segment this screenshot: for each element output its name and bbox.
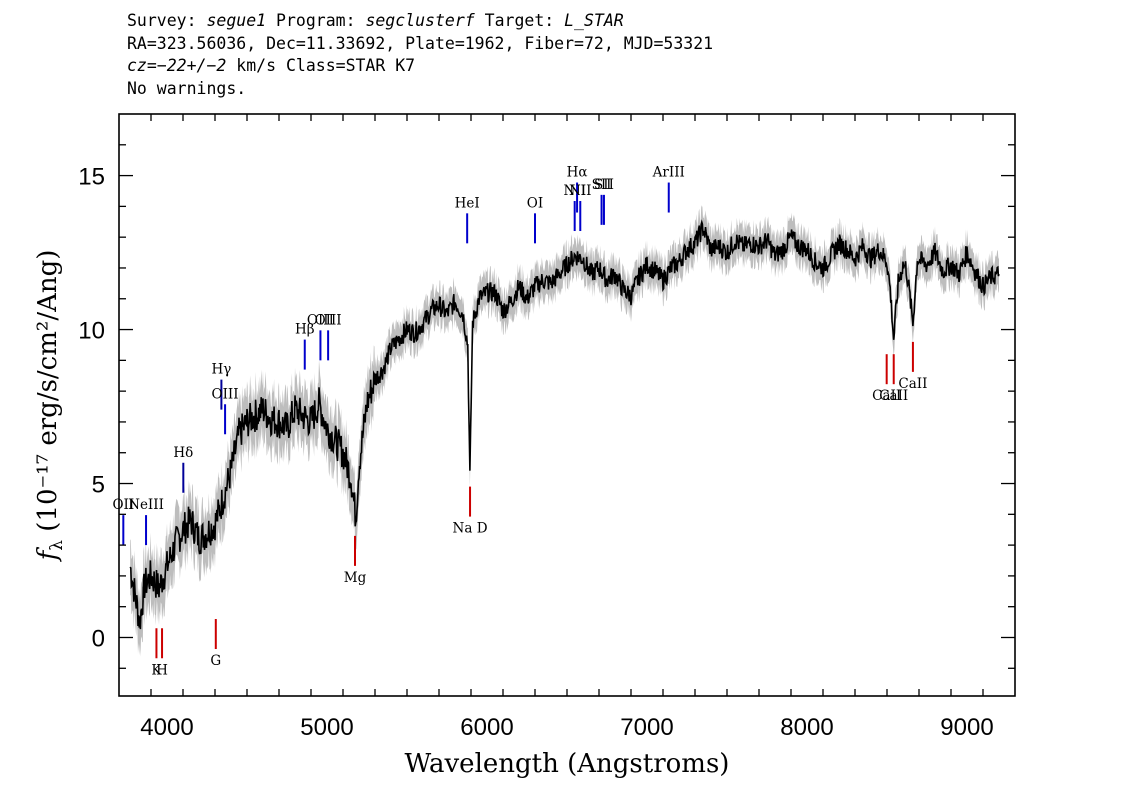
y-tick-label: 10	[78, 318, 105, 345]
emission-line-label: NeIII	[128, 497, 164, 513]
survey-value: segue1	[206, 11, 267, 30]
header-redshift-line: cz=−22+/−2 km/s Class=STAR K7	[127, 55, 1027, 78]
x-tick-label: 6000	[460, 714, 513, 741]
x-tick-label: 4000	[140, 714, 193, 741]
target-value: L_STAR	[564, 11, 624, 30]
flux-error-band	[130, 205, 999, 657]
emission-line-label: NII	[569, 183, 591, 199]
absorption-line-label: H	[156, 662, 168, 678]
emission-line-label: NII	[563, 183, 585, 199]
y-axis-title: fλ (10⁻¹⁷ erg/s/cm²/Ang)	[33, 250, 67, 563]
x-tick-label: 7000	[620, 714, 673, 741]
absorption-line-label: CaII	[879, 388, 908, 404]
cz-label: cz=	[127, 56, 157, 75]
emission-line-label: ArIII	[652, 165, 685, 181]
emission-line-label: OIII	[315, 312, 342, 328]
emission-line-label: Hδ	[173, 445, 193, 461]
x-tick-label: 8000	[780, 714, 833, 741]
target-label: Target:	[474, 11, 565, 30]
y-tick-label: 0	[92, 625, 105, 652]
absorption-line-label: G	[210, 653, 221, 669]
emission-line-label: OII	[112, 497, 134, 513]
x-axis-title: Wavelength (Angstroms)	[405, 749, 730, 779]
program-value: segclusterf	[365, 11, 475, 30]
program-label: Program:	[266, 11, 366, 30]
emission-line-label: Hγ	[211, 362, 231, 378]
cz-class-text: km/s Class=STAR K7	[226, 56, 416, 75]
emission-line-label: OI	[527, 195, 543, 211]
emission-line-label: OIII	[307, 312, 334, 328]
survey-label: Survey:	[127, 11, 207, 30]
absorption-line-label: CaII	[872, 388, 901, 404]
y-tick-label: 15	[78, 164, 105, 191]
emission-line-label: SII	[592, 177, 612, 193]
y-tick-label: 5	[92, 472, 105, 499]
spectrum-header: Survey: segue1 Program: segclusterf Targ…	[127, 10, 1027, 100]
absorption-line-label: Na D	[453, 521, 488, 537]
header-warnings-line: No warnings.	[127, 78, 247, 98]
emission-line-label: OIII	[212, 386, 239, 402]
absorption-line-label: K	[151, 662, 162, 678]
error-band-layer	[130, 205, 999, 657]
flux-line	[129, 219, 1000, 630]
axes-layer: 4000 5000 6000 7000 8000 9000 0 5 10 15	[78, 113, 1016, 741]
cz-value: −22+/−2	[156, 56, 227, 75]
emission-line-label: Hβ	[295, 322, 315, 338]
emission-line-label: SII	[594, 177, 614, 193]
x-tick-label: 5000	[300, 714, 353, 741]
absorption-line-label: CaII	[898, 376, 927, 392]
flux-layer	[129, 219, 1000, 630]
absorption-line-label: Mg	[344, 570, 367, 586]
emission-line-label: HeI	[455, 195, 480, 211]
x-tick-label: 9000	[940, 714, 993, 741]
emission-line-label: Hα	[567, 165, 588, 181]
header-survey-line: Survey: segue1 Program: segclusterf Targ…	[127, 10, 1027, 33]
header-coordinates-line: RA=323.56036, Dec=11.33692, Plate=1962, …	[127, 33, 714, 53]
